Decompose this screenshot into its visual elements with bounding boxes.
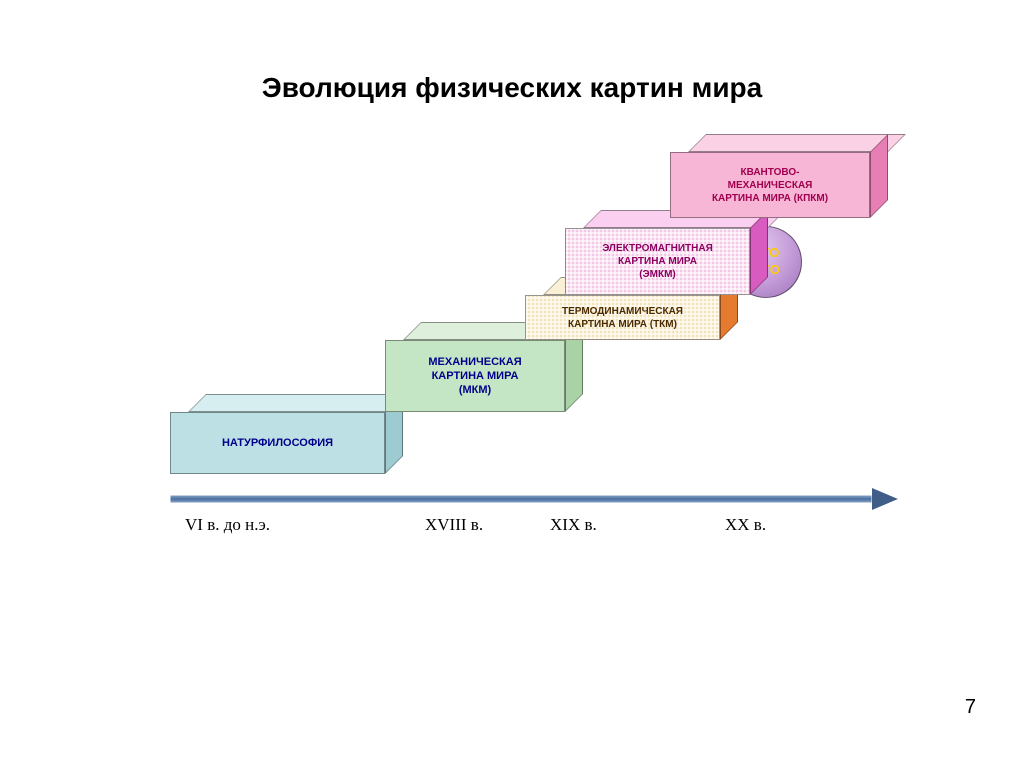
block-emkm: ЭЛЕКТРОМАГНИТНАЯКАРТИНА МИРА(ЭМКМ) bbox=[565, 210, 768, 295]
block-kpkm: КВАНТОВО-МЕХАНИЧЕСКАЯКАРТИНА МИРА (КПКМ) bbox=[670, 134, 888, 218]
page-number: 7 bbox=[965, 696, 976, 719]
block-naturphil-face: НАТУРФИЛОСОФИЯ bbox=[170, 412, 385, 474]
block-kpkm-face: КВАНТОВО-МЕХАНИЧЕСКАЯКАРТИНА МИРА (КПКМ) bbox=[670, 152, 870, 218]
timeline-label-2: XIX в. bbox=[550, 515, 597, 535]
timeline-arrow bbox=[170, 485, 910, 513]
timeline-label-3: XX в. bbox=[725, 515, 766, 535]
block-naturphil: НАТУРФИЛОСОФИЯ bbox=[170, 394, 403, 474]
timeline-label-0: VI в. до н.э. bbox=[185, 515, 270, 535]
block-emkm-face: ЭЛЕКТРОМАГНИТНАЯКАРТИНА МИРА(ЭМКМ) bbox=[565, 228, 750, 295]
block-mkm-face: МЕХАНИЧЕСКАЯКАРТИНА МИРА(МКМ) bbox=[385, 340, 565, 412]
evolution-diagram: СТООТОНАТУРФИЛОСОФИЯМЕХАНИЧЕСКАЯКАРТИНА … bbox=[170, 140, 910, 500]
timeline-label-1: XVIII в. bbox=[425, 515, 483, 535]
block-tkm-face: ТЕРМОДИНАМИЧЕСКАЯКАРТИНА МИРА (ТКМ) bbox=[525, 295, 720, 340]
timeline-labels: VI в. до н.э. XVIII в. XIX в. XX в. bbox=[170, 515, 910, 545]
page-title: Эволюция физических картин мира bbox=[0, 72, 1024, 104]
